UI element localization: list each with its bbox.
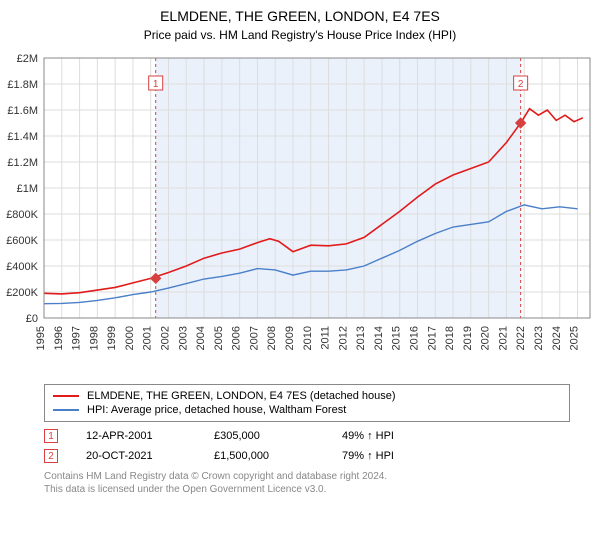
svg-text:2000: 2000 — [124, 326, 136, 350]
svg-text:£800K: £800K — [6, 209, 38, 221]
svg-text:2012: 2012 — [337, 326, 349, 350]
sale-date: 20-OCT-2021 — [86, 450, 186, 462]
chart-title: ELMDENE, THE GREEN, LONDON, E4 7ES — [0, 8, 600, 24]
svg-text:2008: 2008 — [266, 326, 278, 350]
svg-text:2003: 2003 — [177, 326, 189, 350]
svg-text:1996: 1996 — [53, 326, 65, 350]
chart-subtitle: Price paid vs. HM Land Registry's House … — [0, 28, 600, 42]
svg-text:2015: 2015 — [391, 326, 403, 350]
svg-text:2021: 2021 — [497, 326, 509, 350]
sales-table: 1 12-APR-2001 £305,000 49% ↑ HPI 2 20-OCT-202… — [44, 426, 570, 466]
svg-text:£1.2M: £1.2M — [7, 157, 38, 169]
svg-text:£600K: £600K — [6, 235, 38, 247]
svg-text:2024: 2024 — [551, 326, 563, 350]
price-chart: £0 £200K £400K £600K £800K £1M £1.2M £1.4M £1.6M… — [0, 48, 600, 378]
svg-text:£1.4M: £1.4M — [7, 131, 38, 143]
svg-text:2025: 2025 — [569, 326, 581, 350]
svg-text:2011: 2011 — [320, 326, 332, 350]
svg-text:2001: 2001 — [142, 326, 154, 350]
footnote-line1: Contains HM Land Registry data © Crown c… — [44, 471, 387, 482]
svg-text:2005: 2005 — [213, 326, 225, 350]
svg-text:1: 1 — [153, 79, 159, 90]
svg-text:2019: 2019 — [462, 326, 474, 350]
svg-text:2010: 2010 — [302, 326, 314, 350]
svg-text:2009: 2009 — [284, 326, 296, 350]
legend-label: ELMDENE, THE GREEN, LONDON, E4 7ES (deta… — [87, 390, 396, 402]
svg-text:£1.6M: £1.6M — [7, 105, 38, 117]
footnote-line2: This data is licensed under the Open Gov… — [44, 484, 326, 495]
sale-date: 12-APR-2001 — [86, 430, 186, 442]
svg-text:2004: 2004 — [195, 326, 207, 350]
svg-text:2006: 2006 — [231, 326, 243, 350]
sale-row: 1 12-APR-2001 £305,000 49% ↑ HPI — [44, 426, 570, 446]
sale-price: £1,500,000 — [214, 450, 314, 462]
legend-label: HPI: Average price, detached house, Walt… — [87, 404, 346, 416]
legend-swatch — [53, 409, 79, 411]
svg-text:1999: 1999 — [106, 326, 118, 350]
svg-text:2018: 2018 — [444, 326, 456, 350]
svg-text:2013: 2013 — [355, 326, 367, 350]
svg-text:£1.8M: £1.8M — [7, 79, 38, 91]
svg-text:2022: 2022 — [515, 326, 527, 350]
svg-text:2016: 2016 — [408, 326, 420, 350]
svg-text:£400K: £400K — [6, 261, 38, 273]
svg-text:2020: 2020 — [480, 326, 492, 350]
svg-text:2023: 2023 — [533, 326, 545, 350]
svg-text:2007: 2007 — [248, 326, 260, 350]
svg-text:£200K: £200K — [6, 287, 38, 299]
sale-marker: 2 — [44, 449, 58, 463]
svg-text:2014: 2014 — [373, 326, 385, 350]
sale-marker: 1 — [44, 429, 58, 443]
svg-text:£2M: £2M — [17, 53, 38, 65]
footnote: Contains HM Land Registry data © Crown c… — [44, 470, 570, 496]
chart-container: ELMDENE, THE GREEN, LONDON, E4 7ES Price… — [0, 8, 600, 496]
svg-text:2: 2 — [518, 79, 524, 90]
sale-row: 2 20-OCT-2021 £1,500,000 79% ↑ HPI — [44, 446, 570, 466]
svg-text:£1M: £1M — [17, 183, 38, 195]
sale-price: £305,000 — [214, 430, 314, 442]
legend: ELMDENE, THE GREEN, LONDON, E4 7ES (deta… — [44, 384, 570, 422]
sale-delta: 49% ↑ HPI — [342, 430, 394, 442]
sale-delta: 79% ↑ HPI — [342, 450, 394, 462]
svg-text:2017: 2017 — [426, 326, 438, 350]
svg-text:2002: 2002 — [159, 326, 171, 350]
svg-text:1998: 1998 — [88, 326, 100, 350]
svg-text:£0: £0 — [26, 313, 38, 325]
legend-item: HPI: Average price, detached house, Walt… — [53, 403, 561, 417]
svg-text:1997: 1997 — [71, 326, 83, 350]
legend-swatch — [53, 395, 79, 397]
legend-item: ELMDENE, THE GREEN, LONDON, E4 7ES (deta… — [53, 389, 561, 403]
svg-text:1995: 1995 — [35, 326, 47, 350]
